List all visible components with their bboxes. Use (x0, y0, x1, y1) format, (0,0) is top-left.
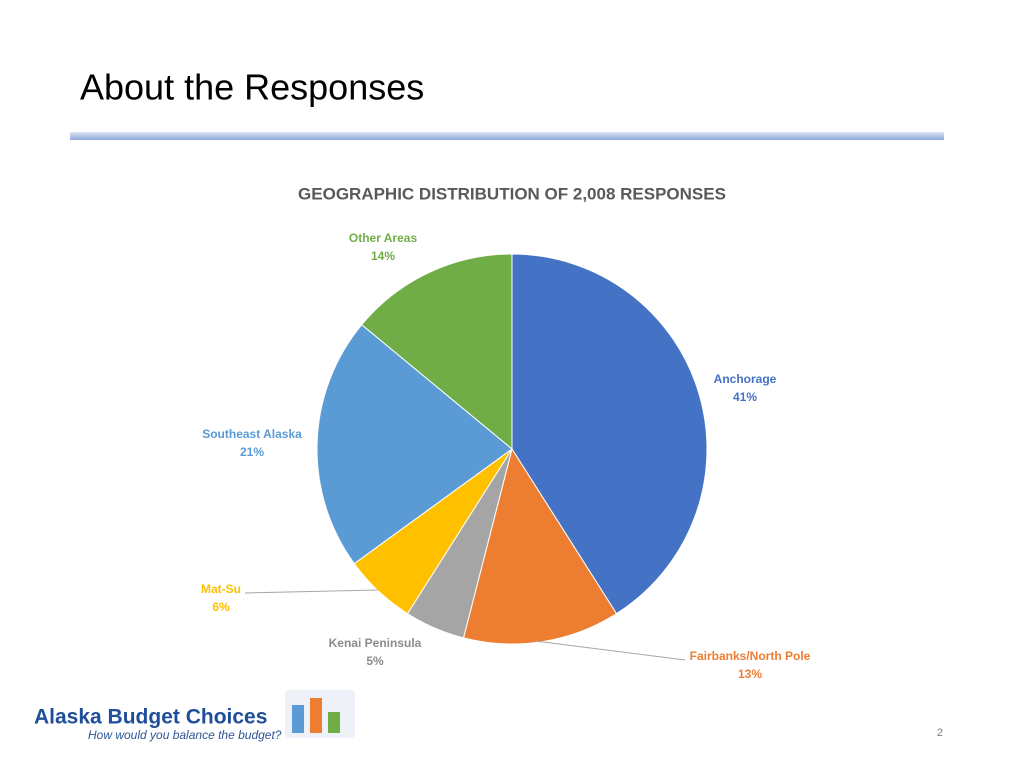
slice-value-label: 6% (212, 600, 230, 614)
slice-label: Other Areas (349, 231, 418, 245)
slice-label: Mat-Su (201, 582, 241, 596)
slice-label: Kenai Peninsula (329, 636, 422, 650)
logo-illustration (310, 698, 322, 733)
logo-illustration (328, 712, 340, 733)
chart-title: GEOGRAPHIC DISTRIBUTION OF 2,008 RESPONS… (298, 184, 726, 203)
logo-tagline: How would you balance the budget? (88, 728, 282, 742)
slice-value-label: 13% (738, 667, 762, 681)
logo-illustration (292, 705, 304, 733)
pie-slice (361, 253, 513, 451)
slice-value-label: 5% (366, 654, 384, 668)
slice-value-label: 41% (733, 390, 757, 404)
slice-label: Anchorage (714, 372, 777, 386)
slide-title: About the Responses (80, 67, 424, 108)
leader-line (534, 640, 686, 661)
logo: Alaska Budget Choices How would you bala… (34, 690, 355, 742)
leader-line (244, 589, 379, 594)
title-rule (70, 132, 944, 140)
page-number: 2 (937, 727, 943, 739)
pie-slice (511, 253, 708, 615)
slice-value-label: 14% (371, 249, 395, 263)
logo-name: Alaska Budget Choices (34, 706, 267, 729)
pie-slice (316, 323, 513, 565)
slice-value-label: 21% (240, 445, 264, 459)
slice-label: Fairbanks/North Pole (690, 649, 811, 663)
slice-label: Southeast Alaska (202, 427, 302, 441)
